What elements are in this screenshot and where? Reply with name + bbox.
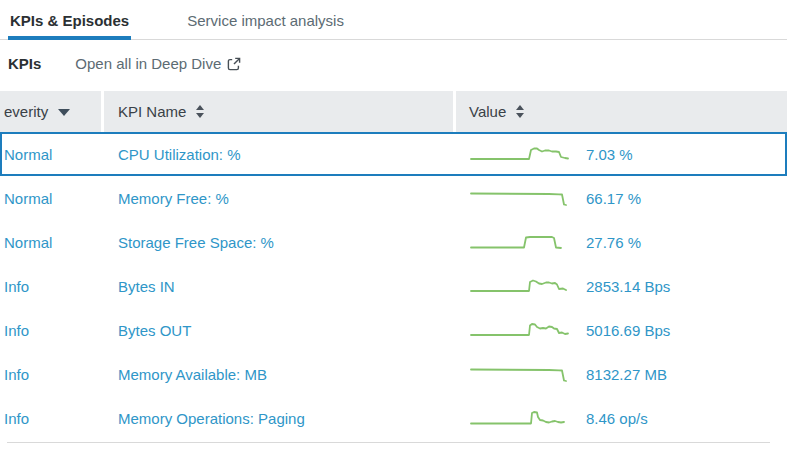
kpi-table-row[interactable]: Info Bytes IN 2853.14 Bps: [0, 264, 787, 308]
severity-cell: Normal: [2, 146, 104, 163]
kpi-name-cell: Memory Free: %: [104, 190, 456, 207]
value-sparkline-chart: [469, 277, 573, 295]
value-sparkline-chart: [469, 409, 573, 427]
column-header-kpi-name[interactable]: KPI Name: [104, 91, 456, 132]
value-text: 66.17 %: [586, 190, 641, 207]
value-sparkline-chart: [469, 321, 573, 339]
value-text: 8.46 op/s: [586, 410, 648, 427]
kpi-name-cell: Storage Free Space: %: [104, 234, 456, 251]
value-cell: 8.46 op/s: [456, 409, 785, 427]
value-text: 8132.27 MB: [586, 366, 667, 383]
kpi-name-cell: Memory Available: MB: [104, 366, 456, 383]
severity-cell: Info: [2, 278, 104, 295]
severity-cell: Info: [2, 322, 104, 339]
severity-cell: Normal: [2, 234, 104, 251]
value-cell: 2853.14 Bps: [456, 277, 785, 295]
kpi-table-row[interactable]: Normal CPU Utilization: % 7.03 %: [0, 132, 787, 176]
kpi-name-column-label: KPI Name: [118, 103, 186, 120]
kpi-name-cell: Bytes IN: [104, 278, 456, 295]
kpi-table-row[interactable]: Normal Storage Free Space: % 27.76 %: [0, 220, 787, 264]
value-text: 27.76 %: [586, 234, 641, 251]
external-link-icon: [227, 57, 241, 71]
tab-kpis-episodes[interactable]: KPIs & Episodes: [8, 0, 131, 40]
kpi-name-cell: Memory Operations: Paging: [104, 410, 456, 427]
kpi-section-header: KPIs Open all in Deep Dive: [0, 40, 787, 83]
sort-desc-caret-icon: [58, 109, 70, 116]
value-column-label: Value: [469, 103, 506, 120]
kpi-table-body: Normal CPU Utilization: % 7.03 % Normal …: [0, 132, 787, 440]
kpi-table-row[interactable]: Normal Memory Free: % 66.17 %: [0, 176, 787, 220]
tab-bar: KPIs & Episodes Service impact analysis: [0, 0, 787, 40]
value-cell: 7.03 %: [456, 145, 785, 163]
kpis-title: KPIs: [8, 55, 41, 72]
value-sparkline-chart: [469, 233, 573, 251]
kpi-table-row[interactable]: Info Bytes OUT 5016.69 Bps: [0, 308, 787, 352]
value-text: 7.03 %: [586, 146, 633, 163]
value-sparkline-chart: [469, 145, 573, 163]
column-header-severity[interactable]: everity: [0, 91, 104, 132]
value-cell: 27.76 %: [456, 233, 785, 251]
severity-cell: Normal: [2, 190, 104, 207]
kpi-name-cell: CPU Utilization: %: [104, 146, 456, 163]
value-text: 5016.69 Bps: [586, 322, 670, 339]
severity-column-label: everity: [4, 103, 48, 120]
kpi-table-row[interactable]: Info Memory Operations: Paging 8.46 op/s: [0, 396, 787, 440]
kpi-name-cell: Bytes OUT: [104, 322, 456, 339]
open-deep-dive-link[interactable]: Open all in Deep Dive: [75, 55, 241, 72]
value-sparkline-chart: [469, 189, 573, 207]
severity-cell: Info: [2, 410, 104, 427]
tab-service-impact-analysis[interactable]: Service impact analysis: [185, 0, 346, 40]
value-cell: 66.17 %: [456, 189, 785, 207]
value-text: 2853.14 Bps: [586, 278, 670, 295]
sort-both-icon: [516, 105, 524, 118]
value-cell: 8132.27 MB: [456, 365, 785, 383]
sort-both-icon: [196, 105, 204, 118]
value-sparkline-chart: [469, 365, 573, 383]
value-cell: 5016.69 Bps: [456, 321, 785, 339]
deep-dive-link-label: Open all in Deep Dive: [75, 55, 221, 72]
severity-cell: Info: [2, 366, 104, 383]
column-header-value[interactable]: Value: [456, 91, 787, 132]
kpi-table-header: everity KPI Name Value: [0, 91, 787, 132]
kpi-table-row[interactable]: Info Memory Available: MB 8132.27 MB: [0, 352, 787, 396]
table-bottom-divider: [7, 442, 770, 443]
